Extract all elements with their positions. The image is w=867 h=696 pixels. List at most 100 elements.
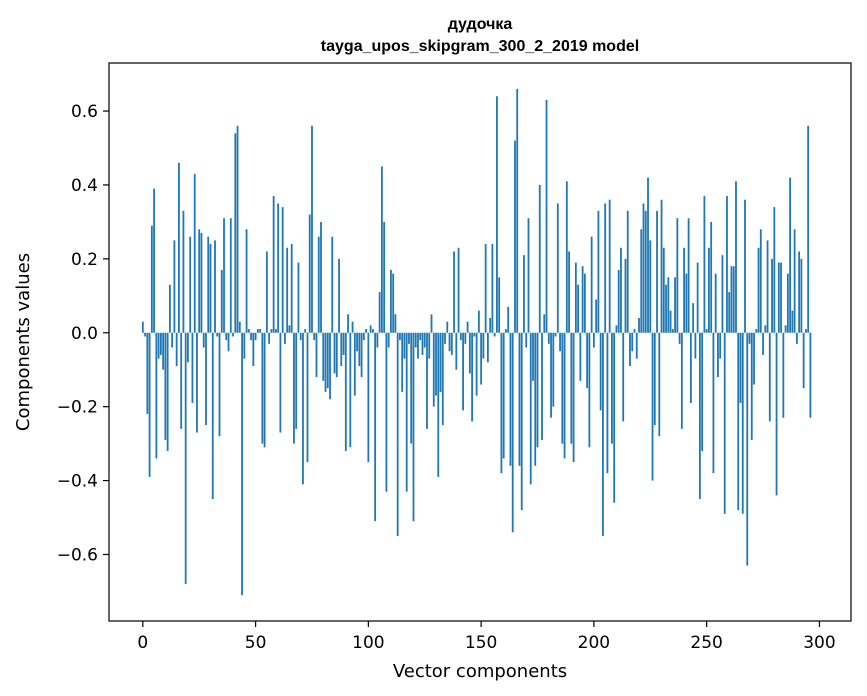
bar-165 [514,140,516,333]
bar-66 [290,244,293,333]
bar-265 [739,332,742,403]
bar-152 [484,244,487,333]
bar-73 [306,332,309,463]
bar-232 [665,284,667,333]
bar-293 [802,332,805,389]
bar-283 [780,262,782,333]
bar-37 [225,332,228,341]
bar-55 [265,251,268,333]
bar-134 [444,332,446,344]
bar-235 [671,329,674,333]
bar-41 [234,133,237,333]
bar-101 [369,325,372,333]
bar-14 [173,240,176,333]
x-tick-label: 50 [245,633,267,653]
bar-289 [793,229,796,333]
bar-13 [171,332,174,348]
bar-124 [421,332,424,355]
bar-139 [455,332,458,370]
bar-250 [705,329,708,333]
bar-100 [367,332,370,463]
bar-267 [744,199,746,333]
bar-166 [516,88,519,333]
bar-80 [322,332,325,381]
bar-54 [263,332,266,448]
bar-181 [550,332,552,418]
bar-158 [498,277,501,333]
bar-247 [698,332,701,500]
bar-125 [423,332,426,348]
bar-137 [450,332,453,355]
bar-72 [304,329,307,333]
bar-142 [462,332,464,411]
bar-15 [175,332,178,367]
bar-3 [148,332,151,477]
bar-242 [687,218,690,333]
bar-163 [509,332,512,466]
bar-243 [689,332,692,403]
bar-206 [606,332,609,474]
bar-67 [293,332,295,444]
bar-114 [399,332,401,341]
bar-140 [457,247,460,333]
bar-58 [272,196,275,333]
bar-236 [674,277,676,333]
bar-92 [349,332,352,448]
bar-28 [205,332,207,426]
y-tick-label: 0.0 [71,324,98,344]
bar-111 [392,273,395,333]
bar-104 [376,332,379,348]
bar-230 [660,199,663,333]
bar-90 [344,332,347,452]
bar-35 [220,269,223,333]
bar-9 [162,332,165,370]
bar-5 [153,188,155,333]
bar-270 [750,332,753,440]
bar-251 [708,247,710,333]
bar-59 [274,329,277,333]
plot-area-frame [108,62,852,622]
bar-226 [651,332,654,481]
bar-30 [209,244,212,333]
bar-42 [236,125,239,333]
bar-127 [428,332,431,359]
bar-95 [356,332,358,352]
bar-281 [775,332,778,496]
x-axis-ticks: 0 50 100 150 200 250 300 [137,621,836,653]
bar-123 [419,332,422,341]
bar-109 [387,332,390,348]
bar-60 [277,203,280,333]
bar-227 [653,332,656,426]
bar-202 [597,210,600,333]
bar-138 [453,251,455,333]
y-axis-label: Components values [13,253,34,431]
bar-112 [394,314,397,333]
bar-209 [613,332,616,503]
bar-261 [730,266,733,333]
bar-46 [245,229,248,333]
bar-188 [565,181,568,333]
bar-33 [216,332,219,337]
bar-221 [640,229,643,333]
x-axis-label: Vector components [393,661,567,682]
bar-45 [243,332,246,359]
bar-244 [692,303,695,333]
bar-34 [218,332,221,437]
bar-201 [595,299,598,333]
bar-84 [331,236,334,333]
bar-147 [473,332,476,337]
bar-1 [144,332,146,337]
y-tick-label: 0.6 [71,102,98,122]
bar-162 [507,306,510,333]
bar-205 [604,203,607,333]
bar-40 [232,332,234,337]
x-tick-label: 0 [137,633,148,653]
bar-155 [491,244,494,333]
bar-157 [496,96,498,333]
bar-74 [308,214,311,333]
bar-126 [426,332,428,429]
bar-279 [771,258,773,333]
bar-275 [762,332,764,355]
bar-38 [227,332,230,352]
